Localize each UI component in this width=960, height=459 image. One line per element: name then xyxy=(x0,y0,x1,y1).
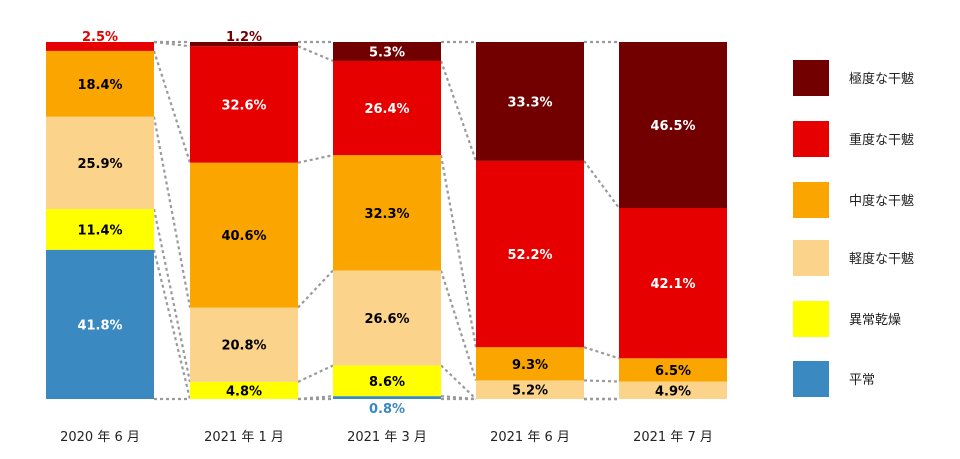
x-tick-label: 2021 年 6 月 xyxy=(490,430,570,445)
connector-line xyxy=(297,269,334,309)
bar-segment xyxy=(619,42,727,209)
bar-segment xyxy=(46,42,154,51)
legend-label: 軽度な干魃 xyxy=(849,251,914,267)
bar-segment xyxy=(619,381,727,399)
value-label: 9.3% xyxy=(512,358,548,373)
value-label: 40.6% xyxy=(221,229,266,244)
value-label: 8.6% xyxy=(369,375,405,390)
bar-segment xyxy=(476,160,584,348)
connector-line xyxy=(297,364,334,383)
legend-swatch xyxy=(793,361,829,397)
connector-line xyxy=(297,395,334,401)
value-label: 52.2% xyxy=(507,248,552,263)
x-tick-label: 2021 年 1 月 xyxy=(204,430,284,445)
bar-segment xyxy=(619,208,727,359)
bar-segment xyxy=(333,155,441,271)
value-label: 6.5% xyxy=(655,364,691,379)
connector-line xyxy=(583,160,620,209)
value-label: 26.6% xyxy=(364,312,409,327)
connector-line xyxy=(439,154,478,348)
bar-segment xyxy=(333,60,441,156)
value-label: 41.8% xyxy=(77,318,122,333)
connector-line xyxy=(297,45,334,62)
bar-segment xyxy=(333,365,441,397)
bar-segment xyxy=(476,42,584,161)
legend-label: 極度な干魃 xyxy=(849,71,914,87)
value-label: 32.3% xyxy=(364,207,409,222)
bar-segment xyxy=(46,209,154,250)
x-tick-label: 2021 年 7 月 xyxy=(633,430,713,445)
value-label: 4.9% xyxy=(655,384,691,399)
bar-segment xyxy=(619,358,727,382)
bar-segment xyxy=(476,380,584,399)
value-labels: 41.8% 11.4% 25.9% 18.4% 2.5% 4.8% 20.8% 40.6% 32… xyxy=(77,30,695,417)
connector-line xyxy=(439,60,478,162)
value-label: 0.8% xyxy=(369,402,405,417)
value-label: 33.3% xyxy=(507,95,552,110)
legend-swatch xyxy=(793,121,829,157)
legend-label: 異常乾燥 xyxy=(849,313,901,328)
bar-segment xyxy=(46,50,154,117)
value-label: 46.5% xyxy=(650,119,695,134)
legend-swatch xyxy=(793,240,829,276)
bar-segment xyxy=(190,381,298,399)
value-label: 11.4% xyxy=(77,223,122,238)
legend-swatch xyxy=(793,60,829,96)
bar-segment xyxy=(333,270,441,366)
bar-segment xyxy=(476,347,584,381)
connector-line xyxy=(583,379,620,383)
legend-label: 重度な干魃 xyxy=(849,132,914,148)
value-label: 4.8% xyxy=(226,384,262,399)
bar-segment xyxy=(333,42,441,61)
connector-line xyxy=(440,395,477,401)
bar-segment xyxy=(46,249,154,399)
value-label: 5.2% xyxy=(512,384,548,399)
connector-line xyxy=(439,270,478,381)
connector-line xyxy=(152,116,192,308)
connector-line xyxy=(583,346,620,360)
connector-line xyxy=(152,50,192,164)
value-label: 1.2% xyxy=(226,30,262,45)
value-label: 5.3% xyxy=(369,45,405,60)
bar-segment xyxy=(190,162,298,308)
bar-segment xyxy=(333,396,441,399)
value-label: 32.6% xyxy=(221,98,266,113)
bar-segment xyxy=(46,116,154,210)
x-axis-labels: 2020 年 6 月 2021 年 1 月 2021 年 3 月 2021 年 6 月… xyxy=(60,430,713,445)
bars xyxy=(46,42,727,399)
legend-swatch xyxy=(793,301,829,337)
legend-label: 中度な干魃 xyxy=(849,193,914,209)
x-tick-label: 2020 年 6 月 xyxy=(60,430,140,445)
value-label: 18.4% xyxy=(77,78,122,93)
connector-line xyxy=(440,364,477,400)
connector-line xyxy=(297,154,334,164)
connector-line xyxy=(152,249,192,400)
bar-segment xyxy=(190,307,298,382)
x-tick-label: 2021 年 3 月 xyxy=(347,430,427,445)
legend-swatch xyxy=(793,182,829,218)
bar-segment xyxy=(190,46,298,163)
value-label: 42.1% xyxy=(650,277,695,292)
bar-segment xyxy=(190,42,298,47)
value-label: 20.8% xyxy=(221,339,266,354)
value-label: 2.5% xyxy=(82,30,118,45)
connector-line xyxy=(152,208,192,383)
value-label: 26.4% xyxy=(364,102,409,117)
value-label: 25.9% xyxy=(77,157,122,172)
legend-label: 平常 xyxy=(849,373,875,388)
connector-lines xyxy=(152,40,620,401)
